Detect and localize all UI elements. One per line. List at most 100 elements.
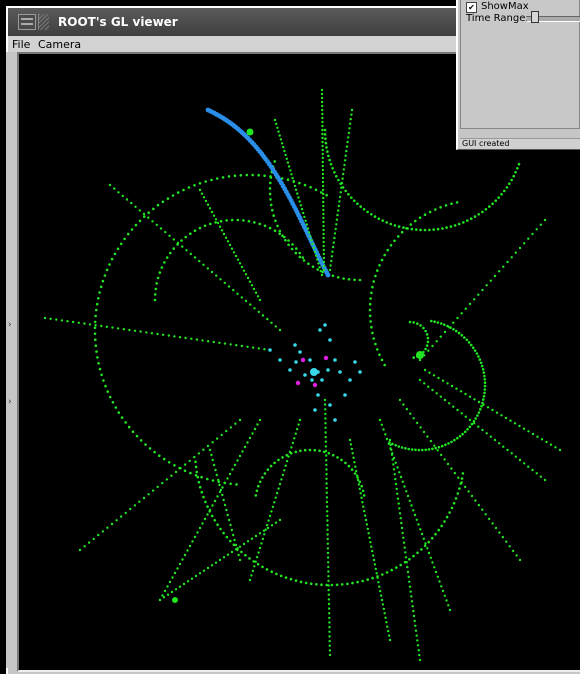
track-hit [318, 266, 321, 269]
track-hit [261, 476, 264, 479]
event-display[interactable] [19, 54, 580, 670]
track-hit [426, 336, 430, 340]
time-range-slider-thumb[interactable] [531, 11, 539, 23]
track-hit [286, 178, 290, 181]
track-hit [231, 468, 234, 471]
track-hit [263, 472, 267, 475]
track-hit [350, 113, 353, 116]
track-hit [189, 471, 192, 475]
track-hit [224, 236, 228, 239]
track-hit [124, 511, 127, 515]
track-hit [260, 542, 263, 545]
track-hit [340, 186, 343, 189]
track-hit [100, 373, 103, 377]
track-hit [350, 108, 354, 112]
track-hit [321, 156, 324, 160]
track-hit [173, 335, 176, 338]
track-hit [147, 211, 150, 214]
track-hit [284, 576, 288, 579]
track-hit [491, 408, 494, 412]
track-hit [450, 506, 454, 510]
track-hit [391, 442, 394, 446]
track-hit [321, 108, 324, 112]
track-hit [238, 418, 242, 422]
track-hit [269, 203, 273, 207]
splitter-arrow-icon[interactable]: › [8, 320, 12, 330]
track-hit [404, 551, 407, 554]
track-hit [426, 340, 430, 344]
track-hit [206, 340, 210, 343]
track-hit [103, 274, 107, 277]
track-hit [98, 367, 102, 371]
track-hit [246, 345, 249, 348]
track-hit [383, 612, 386, 615]
track-hit [188, 459, 191, 463]
track-hit [208, 508, 212, 512]
showmax-option[interactable]: ✔ ShowMax [466, 1, 529, 13]
track-hit [202, 495, 205, 499]
track-hit [549, 443, 553, 446]
track-hit [200, 475, 203, 479]
time-range-slider[interactable] [527, 16, 580, 22]
track-hit [330, 583, 334, 587]
track-hit [523, 242, 526, 245]
track-hit [203, 224, 207, 228]
track-hit [510, 452, 513, 455]
track-hit [138, 209, 141, 212]
track-hit [216, 221, 220, 225]
track-hit [309, 235, 312, 238]
track-hit [240, 550, 243, 554]
track-hit [330, 259, 333, 263]
track-hit [353, 199, 356, 202]
track-hit [404, 556, 408, 559]
track-hit [458, 434, 462, 438]
track-hit [325, 486, 328, 490]
track-hit [332, 241, 335, 244]
splitter-arrow-icon[interactable]: › [8, 397, 12, 407]
track-hit [375, 572, 378, 575]
track-hit [448, 402, 451, 405]
track-hit [348, 122, 352, 125]
track-hit [213, 519, 217, 522]
menu-file[interactable]: File [12, 38, 31, 51]
track-hit [412, 321, 416, 324]
track-hit [444, 204, 448, 207]
track-hit [514, 251, 517, 254]
track-hit [303, 448, 307, 452]
track-hit [244, 553, 247, 557]
track-hit [508, 182, 511, 185]
track-hit [142, 212, 146, 216]
track-hit [441, 589, 445, 593]
track-hit [353, 278, 356, 282]
track-hit [275, 122, 278, 126]
gl-viewport[interactable] [19, 54, 580, 670]
track-hit [506, 260, 509, 264]
track-hit [453, 471, 457, 475]
track-hit [345, 149, 348, 153]
track-hit [104, 384, 107, 388]
track-hit [448, 326, 451, 329]
track-hit [194, 574, 198, 578]
track-hit [252, 560, 255, 563]
track-hit [363, 509, 366, 513]
track-hit [378, 418, 382, 422]
window-menu-icon[interactable] [18, 14, 36, 30]
showmax-checkbox[interactable]: ✔ [466, 2, 477, 13]
track-hit [450, 384, 454, 388]
track-hit [409, 590, 412, 593]
menu-camera[interactable]: Camera [38, 38, 82, 51]
track-hit [269, 198, 272, 201]
track-hit [325, 500, 329, 504]
track-hit [291, 441, 295, 445]
track-hit [393, 224, 397, 227]
track-hit [258, 546, 262, 550]
track-hit [325, 491, 328, 494]
track-hit [206, 505, 209, 508]
track-hit [331, 167, 334, 170]
track-hit [335, 223, 338, 226]
track-hit [261, 314, 265, 317]
track-hit [139, 330, 142, 333]
track-hit [447, 604, 450, 607]
track-hit [374, 342, 377, 346]
track-hit [401, 480, 404, 483]
